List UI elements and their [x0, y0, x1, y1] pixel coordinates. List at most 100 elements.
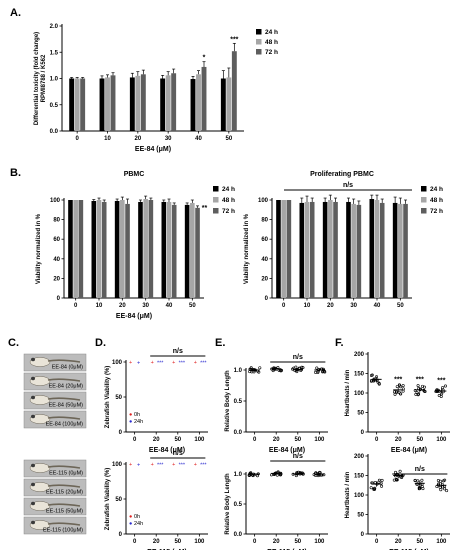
- embryo-label: EE-115 (0μM): [49, 471, 83, 477]
- significance-label: *: [203, 55, 206, 62]
- data-point: [443, 487, 447, 491]
- x-tick-label: 100: [194, 437, 205, 443]
- x-tick-label: 100: [194, 539, 205, 545]
- bar-72h-0: [80, 78, 86, 131]
- embryo-label: EE-115 (20μM): [46, 490, 83, 496]
- legend-label: 24 h: [430, 186, 443, 193]
- bar-72h-30: [171, 73, 177, 131]
- panel-label-c: C.: [8, 337, 19, 349]
- embryo-label: EE-84 (100μM): [46, 422, 84, 428]
- data-point: [258, 366, 262, 370]
- significance-label: ***: [230, 36, 238, 43]
- x-tick-label: 40: [195, 136, 202, 142]
- data-point: [377, 480, 381, 484]
- x-axis-label: EE-84 (μM): [269, 447, 305, 454]
- embryo-label: EE-84 (20μM): [49, 384, 84, 390]
- embryo-eye: [31, 463, 35, 468]
- y-tick-label: 80: [53, 218, 60, 224]
- x-tick-label: 40: [374, 303, 381, 309]
- data-point: [380, 484, 384, 488]
- point-24h: ***: [200, 463, 207, 469]
- embryo-yolk: [29, 357, 51, 367]
- y-tick-label: 0.0: [234, 430, 243, 436]
- data-point: [380, 478, 384, 482]
- legend-marker-24h: ●: [129, 419, 132, 425]
- embryo-tail: [47, 484, 81, 488]
- bar-24h-10: [99, 78, 105, 131]
- legend-marker-0h: ●: [129, 412, 132, 418]
- y-tick-label: 0: [57, 296, 61, 302]
- y-tick-label: 1.0: [234, 472, 243, 478]
- embryo-eye: [31, 482, 35, 487]
- legend-label-0h: 0h: [134, 514, 140, 520]
- x-tick-label: 50: [174, 539, 181, 545]
- bar-24h-50: [184, 204, 190, 298]
- panel-label-d: D.: [95, 337, 106, 349]
- bar-24h-40: [161, 201, 167, 298]
- data-point: [415, 391, 419, 395]
- y-tick-label: 150: [354, 474, 365, 480]
- x-tick-label: 50: [397, 303, 404, 309]
- data-point: [369, 486, 373, 490]
- x-tick-label: 20: [327, 303, 334, 309]
- bar-48h-20: [135, 75, 141, 131]
- legend-swatch: [256, 49, 262, 55]
- panel-label-f: F.: [335, 337, 344, 349]
- chart-a-differential-toxicity: 0.0 0.5 1.0 1.5 2.0 Differential toxicity (fo…: [34, 24, 244, 153]
- embryo-tail: [47, 465, 81, 469]
- bar-48h-40: [374, 200, 380, 298]
- bar-24h-0: [68, 200, 73, 298]
- point-24h: +: [137, 463, 140, 469]
- legend-label: 72 h: [222, 208, 235, 215]
- chart-title: Proliferating PBMC: [310, 171, 374, 178]
- bar-24h-20: [322, 201, 328, 298]
- x-axis-label: EE-84 (μM): [391, 447, 427, 454]
- point-24h: ***: [157, 361, 164, 367]
- data-point: [377, 478, 381, 482]
- bar-24h-10: [299, 202, 305, 298]
- chart-f-heartbeat-ee84: 0 50 100 150 200 Heartbeats / min EE-84 (μM) 0 2…: [345, 352, 450, 454]
- bar-72h-50: [231, 51, 237, 132]
- data-point: [249, 366, 253, 370]
- point-0h: +: [129, 360, 132, 366]
- x-tick-label: 10: [104, 136, 111, 142]
- y-tick-label: 0.5: [50, 103, 59, 109]
- x-tick-label: 10: [96, 303, 103, 309]
- data-point: [300, 365, 304, 369]
- x-tick-label: 20: [153, 437, 160, 443]
- significance-label: ***: [394, 376, 402, 383]
- bar-72h-10: [101, 201, 107, 298]
- y-tick-label: 100: [50, 198, 61, 204]
- data-point: [441, 386, 445, 390]
- data-point: [255, 474, 259, 478]
- significance-label: ***: [416, 376, 424, 383]
- legend-swatch: [213, 186, 219, 192]
- x-tick-label: 40: [166, 303, 173, 309]
- x-tick-label: 30: [142, 303, 149, 309]
- x-tick-label: 100: [314, 539, 325, 545]
- y-tick-label: 100: [354, 391, 365, 397]
- y-tick-label: 50: [115, 395, 122, 401]
- point-24h: ***: [179, 463, 186, 469]
- embryo-tail: [47, 416, 81, 420]
- data-point: [252, 370, 256, 374]
- point-24h: ***: [157, 463, 164, 469]
- y-tick-label: 0: [361, 532, 365, 538]
- significance-label: n/s: [173, 348, 183, 355]
- y-tick-label: 0.0: [234, 532, 243, 538]
- data-point: [314, 370, 318, 374]
- data-point: [413, 478, 417, 482]
- x-tick-label: 50: [174, 437, 181, 443]
- y-tick-label: 80: [261, 218, 268, 224]
- y-tick-label: 20: [53, 276, 60, 282]
- panel-label-a: A.: [10, 7, 21, 19]
- data-point: [395, 478, 399, 482]
- point-24h: ***: [179, 361, 186, 367]
- point-24h: +: [137, 361, 140, 367]
